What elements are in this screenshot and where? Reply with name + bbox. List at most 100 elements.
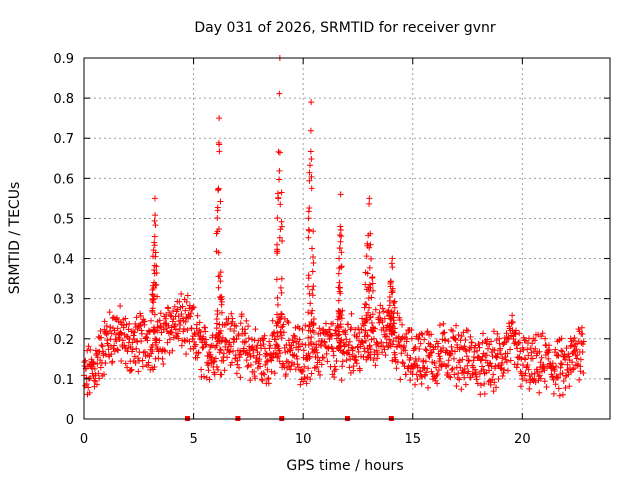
data-point bbox=[402, 371, 409, 378]
data-point bbox=[265, 375, 272, 382]
data-point bbox=[514, 345, 521, 352]
data-point bbox=[227, 325, 234, 332]
data-point bbox=[445, 357, 452, 364]
data-point bbox=[415, 355, 422, 362]
data-point bbox=[458, 386, 465, 393]
data-point bbox=[428, 331, 435, 338]
data-point bbox=[178, 290, 185, 297]
data-point bbox=[231, 328, 238, 335]
data-point bbox=[150, 299, 157, 306]
data-point bbox=[136, 323, 143, 330]
data-point bbox=[336, 328, 343, 335]
data-point bbox=[133, 314, 140, 321]
data-point bbox=[483, 352, 490, 359]
data-point bbox=[452, 336, 459, 343]
data-point bbox=[94, 360, 101, 367]
data-point bbox=[401, 342, 408, 349]
data-point bbox=[407, 377, 414, 384]
data-point bbox=[314, 349, 321, 356]
data-point bbox=[275, 148, 282, 155]
data-point bbox=[369, 287, 376, 294]
data-point bbox=[152, 212, 159, 219]
data-point bbox=[427, 349, 434, 356]
data-point bbox=[159, 355, 166, 362]
data-point bbox=[472, 342, 479, 349]
data-point bbox=[424, 365, 431, 372]
data-point bbox=[338, 377, 345, 384]
data-point bbox=[180, 328, 187, 335]
data-point bbox=[298, 369, 305, 376]
x-axis-label: GPS time / hours bbox=[286, 458, 403, 474]
data-point bbox=[97, 364, 104, 371]
data-point bbox=[550, 376, 557, 383]
data-point bbox=[538, 354, 545, 361]
data-point bbox=[139, 357, 146, 364]
data-point bbox=[93, 381, 100, 388]
data-point bbox=[135, 368, 142, 375]
data-point bbox=[478, 356, 485, 363]
data-point bbox=[504, 350, 511, 357]
data-point bbox=[118, 330, 125, 337]
data-point bbox=[400, 360, 407, 367]
data-point bbox=[226, 339, 233, 346]
data-point bbox=[274, 354, 281, 361]
data-point bbox=[217, 278, 224, 285]
data-point bbox=[305, 334, 312, 341]
data-point bbox=[322, 320, 329, 327]
data-point bbox=[179, 303, 186, 310]
data-point bbox=[171, 303, 178, 310]
data-point bbox=[335, 297, 342, 304]
data-point bbox=[442, 337, 449, 344]
data-point bbox=[573, 355, 580, 362]
data-point bbox=[507, 357, 514, 364]
data-point bbox=[501, 366, 508, 373]
data-point bbox=[368, 319, 375, 326]
data-point bbox=[310, 228, 317, 235]
data-point bbox=[399, 321, 406, 328]
data-point bbox=[579, 341, 586, 348]
data-point bbox=[216, 141, 223, 148]
axis-ticks: 0 0.1 0.2 0.3 0.4 0.5 0.6 0.7 0.8 0.9 0 5 10 15 20 bbox=[53, 52, 610, 447]
data-point bbox=[348, 344, 355, 351]
data-point bbox=[565, 353, 572, 360]
data-point bbox=[96, 375, 103, 382]
data-point bbox=[133, 345, 140, 352]
data-point bbox=[214, 307, 221, 314]
data-point bbox=[560, 377, 567, 384]
x-tick-label: 0 bbox=[80, 432, 88, 447]
data-point bbox=[268, 354, 275, 361]
data-point bbox=[542, 335, 549, 342]
data-point bbox=[151, 364, 158, 371]
data-point bbox=[338, 311, 345, 318]
data-points bbox=[81, 55, 587, 399]
data-point bbox=[543, 384, 550, 391]
data-point bbox=[467, 333, 474, 340]
data-point bbox=[85, 384, 92, 391]
data-point bbox=[160, 361, 167, 368]
data-point bbox=[194, 329, 201, 336]
data-point bbox=[213, 316, 220, 323]
data-point bbox=[206, 349, 213, 356]
data-point bbox=[367, 230, 374, 237]
data-point bbox=[218, 293, 225, 300]
data-point bbox=[374, 340, 381, 347]
data-point bbox=[231, 322, 238, 329]
data-point bbox=[361, 304, 368, 311]
data-point bbox=[337, 284, 344, 291]
data-point bbox=[444, 362, 451, 369]
data-point bbox=[305, 234, 312, 241]
data-point bbox=[229, 318, 236, 325]
data-point bbox=[425, 384, 432, 391]
data-point bbox=[287, 366, 294, 373]
data-point bbox=[364, 332, 371, 339]
data-point bbox=[333, 327, 340, 334]
data-point bbox=[332, 366, 339, 373]
data-point bbox=[550, 390, 557, 397]
data-point bbox=[175, 335, 182, 342]
data-point bbox=[84, 347, 91, 354]
data-point bbox=[385, 307, 392, 314]
data-point bbox=[117, 329, 124, 336]
data-point bbox=[169, 329, 176, 336]
data-point bbox=[241, 339, 248, 346]
